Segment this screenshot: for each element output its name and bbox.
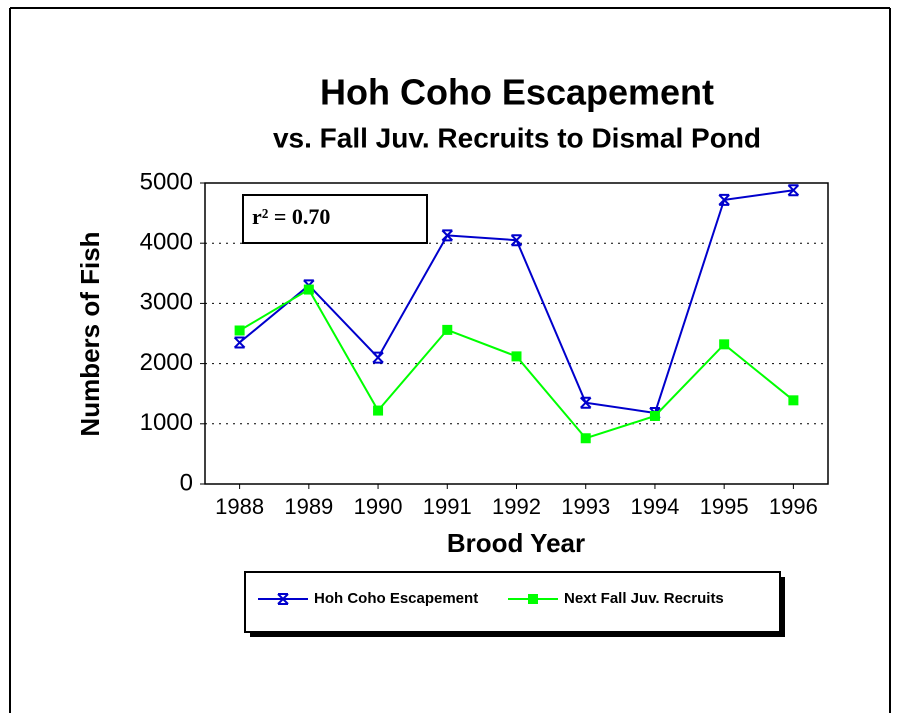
chart-title: Hoh Coho Escapement <box>320 72 714 113</box>
marker <box>233 336 246 349</box>
legend-marker <box>528 594 538 604</box>
y-axis-label: Numbers of Fish <box>75 231 105 436</box>
marker <box>719 339 730 350</box>
marker <box>234 325 245 336</box>
x-tick-label: 1994 <box>630 494 679 519</box>
x-tick-label: 1993 <box>561 494 610 519</box>
marker <box>788 395 799 406</box>
marker <box>372 351 384 364</box>
marker <box>442 324 453 335</box>
marker <box>580 433 591 444</box>
marker <box>787 184 800 197</box>
y-tick-label: 1000 <box>140 409 193 436</box>
marker <box>580 396 592 409</box>
legend-label: Next Fall Juv. Recruits <box>564 590 724 607</box>
marker <box>649 410 660 421</box>
legend-label: Hoh Coho Escapement <box>314 590 478 607</box>
annotation-box <box>242 194 428 244</box>
chart-subtitle: vs. Fall Juv. Recruits to Dismal Pond <box>273 122 761 153</box>
y-tick-label: 2000 <box>140 349 193 376</box>
x-axis-label: Brood Year <box>447 528 585 558</box>
marker <box>303 284 314 295</box>
marker <box>718 193 730 206</box>
y-tick-label: 3000 <box>140 289 193 316</box>
x-tick-label: 1992 <box>492 494 541 519</box>
marker <box>373 405 384 416</box>
x-tick-label: 1995 <box>700 494 749 519</box>
legend-box <box>244 571 781 633</box>
legend-marker <box>277 593 289 605</box>
x-tick-label: 1991 <box>423 494 472 519</box>
marker <box>441 229 453 242</box>
x-tick-label: 1996 <box>769 494 818 519</box>
annotation: r² = 0.70 <box>252 204 330 229</box>
x-tick-label: 1988 <box>215 494 264 519</box>
marker <box>510 234 523 247</box>
marker <box>511 351 522 362</box>
x-tick-label: 1990 <box>354 494 403 519</box>
y-tick-label: 4000 <box>140 229 193 256</box>
x-tick-label: 1989 <box>284 494 333 519</box>
y-tick-label: 5000 <box>140 168 193 195</box>
y-tick-label: 0 <box>180 469 193 496</box>
